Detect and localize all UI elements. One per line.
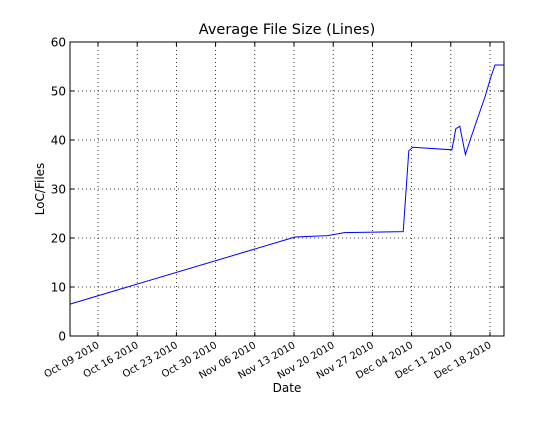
y-tick-labels: 0 10 20 30 40 50 60 <box>51 36 66 344</box>
y-tick-label: 10 <box>51 281 66 295</box>
y-tick-label: 30 <box>51 183 66 197</box>
chart-title: Average File Size (Lines) <box>199 22 376 38</box>
y-tick-label: 20 <box>51 232 66 246</box>
x-axis-label: Date <box>273 381 302 395</box>
y-tick-label: 60 <box>51 36 66 50</box>
series-line <box>69 64 504 305</box>
y-tick-label: 0 <box>58 330 66 344</box>
y-axis-label: LoC/Files <box>33 163 47 216</box>
y-tick-label: 50 <box>51 85 66 99</box>
y-tick-label: 40 <box>51 134 66 148</box>
axis-ticks <box>70 41 504 337</box>
series-layer <box>69 64 504 305</box>
grid-lines <box>70 42 504 336</box>
